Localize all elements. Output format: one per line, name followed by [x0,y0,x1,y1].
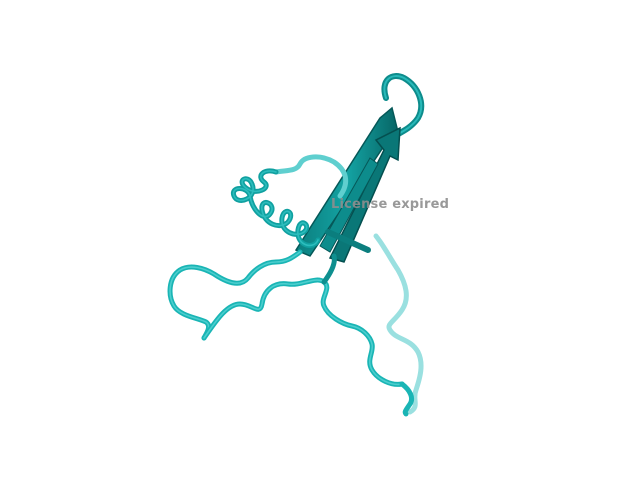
coil-left-loop [167,249,303,341]
coil-strand-base [321,253,337,285]
beta-strand-3 [319,157,379,253]
coil-right-tail [399,381,415,417]
license-watermark: License expired [331,197,450,212]
coil-lower-middle [201,277,405,387]
cross-segment [325,229,371,253]
coil-right-light [373,233,424,415]
coil-top-light [273,154,349,199]
